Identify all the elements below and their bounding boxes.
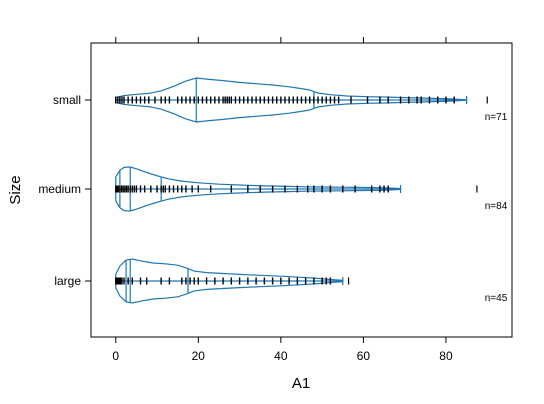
plot-frame (90, 42, 513, 338)
x-tick-label: 80 (439, 349, 453, 363)
violin-groups: n=45 n=84 n=71 (115, 77, 508, 304)
x-tick-label: 40 (274, 349, 288, 363)
x-tick-label: 60 (357, 349, 371, 363)
y-tick-label: medium (38, 182, 81, 196)
y-tick-label: large (54, 274, 81, 288)
violin-group-small: n=71 (115, 77, 508, 123)
sample-size-label: n=45 (485, 293, 508, 304)
x-tick-label: 0 (112, 349, 119, 363)
sample-size-label: n=84 (485, 201, 508, 212)
y-axis-label: Size (7, 175, 24, 204)
axis-ticks: 0 20 40 60 80 large medium small (38, 37, 453, 363)
x-tick-label: 20 (192, 349, 206, 363)
y-tick-label: small (53, 93, 81, 107)
violin-group-medium: n=84 (115, 166, 508, 212)
violin-group-large: n=45 (115, 258, 508, 304)
x-axis-label: A1 (292, 375, 310, 392)
sample-size-label: n=71 (485, 112, 508, 123)
